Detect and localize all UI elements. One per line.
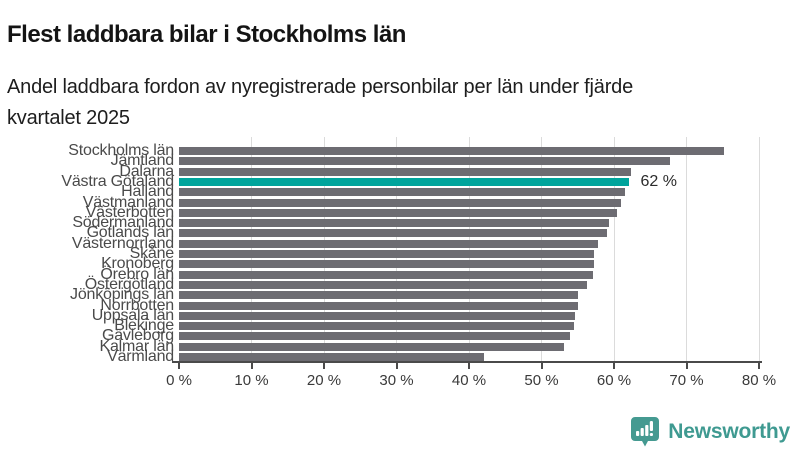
y-axis-label: Kalmar län — [99, 337, 175, 355]
y-axis-label: Stockholms län — [68, 142, 174, 159]
y-axis-label: Västra Götaland — [61, 172, 174, 190]
x-axis-line — [172, 361, 762, 363]
x-axis-tick — [395, 363, 398, 369]
gridline — [686, 137, 687, 362]
gridline — [396, 137, 397, 362]
brand-footer: Newsworthy — [630, 415, 790, 449]
y-axis-label: Jämtland — [110, 152, 175, 170]
bar — [179, 198, 622, 207]
x-axis-tick-label: 20 % — [306, 372, 342, 389]
bar — [179, 147, 725, 155]
brand-name: Newsworthy — [668, 420, 790, 443]
x-axis-tick — [758, 363, 760, 369]
y-axis-label: Västernorrland — [71, 234, 174, 252]
bar-highlighted — [179, 177, 629, 186]
y-axis-label: Norrbotten — [100, 296, 174, 314]
highlight-value-label: 62 % — [640, 172, 677, 190]
x-axis-tick-label: 50 % — [524, 372, 559, 389]
y-axis-label: Södermanland — [72, 214, 174, 232]
bar — [179, 311, 575, 320]
newsworthy-chart-bubble-icon — [630, 416, 660, 448]
x-axis-tick-label: 70 % — [669, 372, 704, 389]
bar — [179, 280, 588, 289]
gridline — [251, 137, 252, 362]
page-title: Flest laddbara bilar i Stockholms län — [7, 21, 406, 49]
y-axis-label: Östergötland — [84, 275, 174, 293]
bar — [179, 239, 599, 248]
bar — [179, 250, 595, 258]
gridline — [468, 137, 470, 362]
y-axis-label: Kronoberg — [101, 255, 174, 273]
bar — [179, 229, 607, 238]
bar — [179, 270, 593, 279]
x-axis-tick-label: 10 % — [234, 372, 269, 389]
gridline — [758, 137, 760, 362]
x-axis-tick — [323, 363, 325, 369]
x-axis-tick — [250, 363, 253, 369]
x-axis-tick-label: 80 % — [741, 372, 777, 389]
x-axis-tick — [685, 363, 688, 369]
x-axis-tick — [540, 363, 543, 369]
bar — [179, 353, 485, 361]
bar — [179, 188, 625, 197]
y-axis-label: Uppsala län — [91, 306, 175, 324]
gridline — [541, 137, 542, 362]
x-axis-tick — [178, 363, 180, 369]
bar — [179, 301, 578, 310]
x-axis-tick-label: 40 % — [451, 372, 487, 389]
bar — [179, 167, 631, 176]
bar — [179, 219, 609, 228]
chart-subtitle: Andel laddbara fordon av nyregistrerade … — [7, 76, 634, 129]
x-axis-tick — [468, 363, 470, 369]
y-axis-label: Dalarna — [119, 162, 174, 180]
bar-chart: Stockholms län Jämtland Dalarna Västra Göta… — [0, 130, 800, 410]
bar — [179, 291, 579, 300]
x-axis-tick — [613, 363, 615, 369]
gridline — [323, 137, 325, 362]
y-axis-label: Västmanland — [82, 193, 174, 211]
y-axis-label: Värmland — [107, 348, 174, 365]
y-axis-label: Västerbotten — [85, 203, 175, 221]
x-axis-tick-label: 60 % — [596, 372, 632, 389]
bar — [179, 332, 570, 341]
x-axis-tick-label: 0 % — [166, 372, 192, 389]
y-axis-label: Blekinge — [114, 317, 174, 335]
y-axis-label: Gävleborg — [101, 327, 174, 345]
y-axis-label: Skåne — [129, 245, 175, 262]
bar — [179, 260, 594, 269]
y-axis-label: Halland — [121, 183, 174, 201]
bar — [179, 208, 617, 217]
y-axis-label: Örebro län — [100, 265, 174, 283]
bar — [179, 342, 564, 351]
gridline — [613, 137, 615, 362]
bar — [179, 322, 575, 331]
y-axis-label: Gotlands län — [86, 224, 175, 242]
x-axis-tick-label: 30 % — [379, 372, 414, 389]
bar — [179, 157, 670, 166]
y-axis-label: Jönköpings län — [70, 286, 174, 304]
